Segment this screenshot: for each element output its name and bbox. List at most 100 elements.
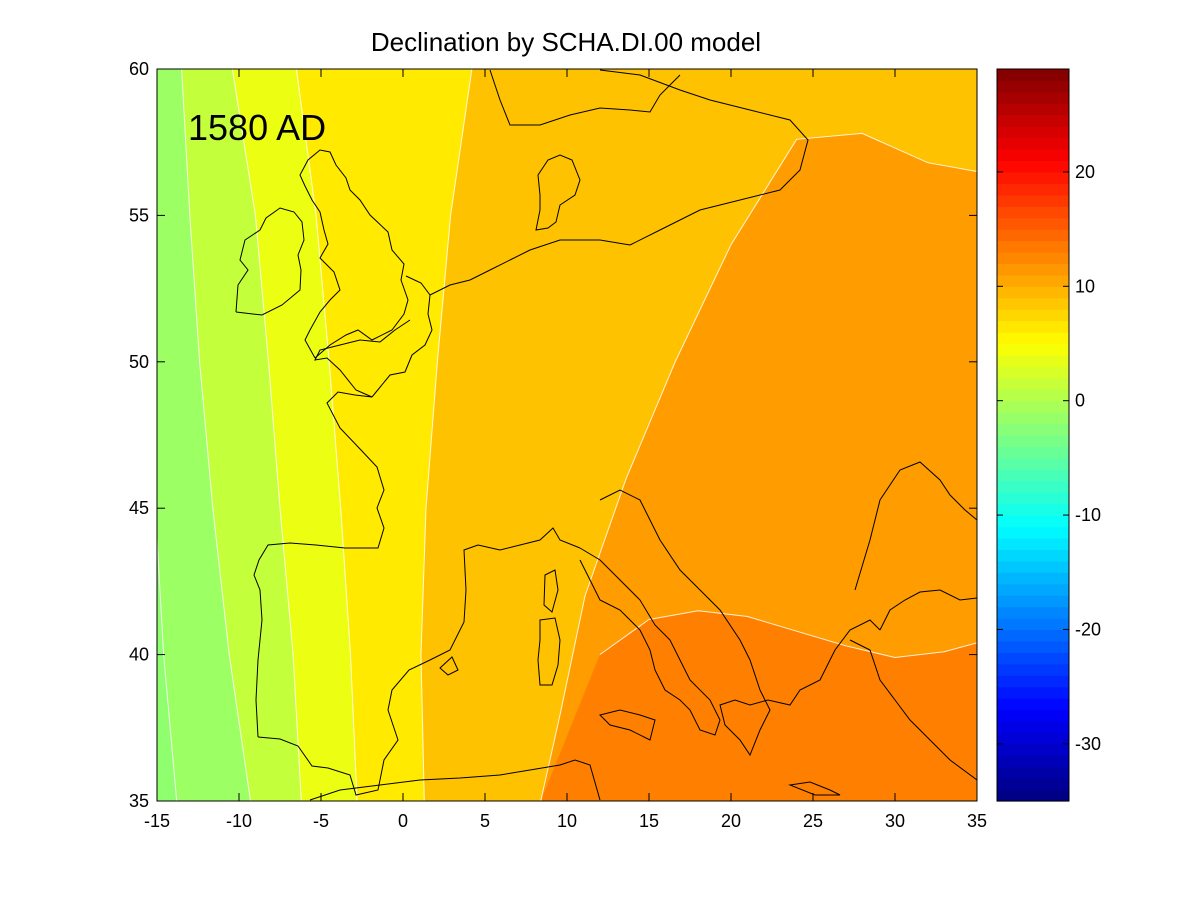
coastline-scandinavia [535, 154, 581, 231]
coastline-north-africa [309, 759, 601, 801]
colorbar-swatch [997, 332, 1069, 345]
coastlines [235, 69, 977, 801]
colorbar-swatch [997, 263, 1069, 276]
colorbar: -30 -20 -10 0 10 20 [996, 68, 1101, 802]
colorbar-frame [996, 68, 1070, 802]
colorbar-ticks: -30 -20 -10 0 10 20 [997, 162, 1101, 754]
coastline-britain [299, 149, 409, 359]
chart-title: Declination by SCHA.DI.00 model [371, 27, 761, 57]
coastline-sardinia [537, 617, 561, 686]
coastline-black-sea [879, 589, 977, 631]
filled-contour-bands [157, 69, 977, 801]
contour-line-12.5 [599, 610, 977, 659]
colorbar-swatch [997, 297, 1069, 310]
colorbar-swatch [997, 366, 1069, 379]
colorbar-swatch [997, 435, 1069, 448]
colorbar-swatch [997, 194, 1069, 207]
colorbar-swatch [997, 171, 1069, 184]
x-tick-label: 25 [803, 811, 823, 831]
y-tick-label: 45 [129, 498, 149, 518]
coastline-turkey [849, 639, 977, 781]
x-tick-label: -5 [313, 811, 329, 831]
y-axis-ticks: 35 40 45 50 55 60 [129, 59, 977, 811]
colorbar-swatch [997, 320, 1069, 333]
coastline-iberia-south [257, 544, 479, 796]
contour-line-10 [540, 132, 977, 801]
colorbar-swatch [997, 732, 1069, 745]
colorbar-swatch [997, 526, 1069, 539]
colorbar-swatch [997, 457, 1069, 470]
colorbar-swatch [997, 492, 1069, 505]
colorbar-swatch [997, 69, 1069, 82]
colorbar-gradient [997, 69, 1069, 802]
colorbar-swatch [997, 114, 1069, 127]
colorbar-swatch [997, 698, 1069, 711]
colorbar-swatch [997, 503, 1069, 516]
colorbar-tick-label: -20 [1075, 619, 1101, 639]
colorbar-swatch [997, 778, 1069, 791]
coastline-north-germany [429, 239, 631, 296]
colorbar-tick-label: 20 [1075, 162, 1095, 182]
colorbar-swatch [997, 537, 1069, 550]
x-axis-ticks: -15 -10 -5 0 5 10 15 20 25 30 35 [144, 69, 987, 831]
coastline-baltic [599, 69, 809, 246]
colorbar-swatch [997, 686, 1069, 699]
x-tick-label: 30 [885, 811, 905, 831]
x-tick-label: 20 [721, 811, 741, 831]
y-tick-label: 60 [129, 59, 149, 79]
colorbar-tick-label: -10 [1075, 505, 1101, 525]
contour-line-2.5 [231, 69, 302, 801]
colorbar-swatch [997, 720, 1069, 733]
colorbar-swatch [997, 652, 1069, 665]
colorbar-swatch [997, 675, 1069, 688]
colorbar-swatch [997, 629, 1069, 642]
band-below--2.5 [157, 69, 177, 801]
colorbar-swatch [997, 183, 1069, 196]
coastline-france-south [477, 527, 581, 551]
x-tick-label: 0 [398, 811, 408, 831]
colorbar-swatch [997, 274, 1069, 287]
coastline-norway [489, 69, 681, 126]
colorbar-swatch [997, 766, 1069, 779]
colorbar-swatch [997, 549, 1069, 562]
colorbar-swatch [997, 309, 1069, 322]
colorbar-swatch [997, 160, 1069, 173]
colorbar-swatch [997, 126, 1069, 139]
colorbar-swatch [997, 103, 1069, 116]
colorbar-swatch [997, 618, 1069, 631]
colorbar-swatch [997, 91, 1069, 104]
colorbar-swatch [997, 423, 1069, 436]
colorbar-swatch [997, 743, 1069, 756]
coastline-france-west [371, 275, 433, 398]
colorbar-swatch [997, 412, 1069, 425]
y-tick-label: 50 [129, 352, 149, 372]
colorbar-swatch [997, 755, 1069, 768]
coastline-iberia [253, 391, 385, 738]
plot-area [157, 69, 977, 801]
y-tick-label: 40 [129, 645, 149, 665]
colorbar-swatch [997, 400, 1069, 413]
x-tick-label: 10 [557, 811, 577, 831]
band-below-0 [157, 69, 251, 801]
contour-line-5 [295, 69, 358, 801]
colorbar-swatch [997, 480, 1069, 493]
colorbar-swatch [997, 789, 1069, 802]
colorbar-swatch [997, 389, 1069, 402]
colorbar-swatch [997, 606, 1069, 619]
colorbar-swatch [997, 709, 1069, 722]
x-tick-label: -10 [226, 811, 252, 831]
colorbar-swatch [997, 515, 1069, 528]
colorbar-tick-label: 10 [1075, 276, 1095, 296]
coastline-balkans [719, 619, 881, 757]
colorbar-swatch [997, 137, 1069, 150]
colorbar-swatch [997, 286, 1069, 299]
x-tick-label: -15 [144, 811, 170, 831]
colorbar-swatch [997, 595, 1069, 608]
colorbar-swatch [997, 229, 1069, 242]
colorbar-swatch [997, 663, 1069, 676]
coastline-corsica [543, 569, 559, 613]
band-level-12.5-plus [540, 596, 977, 801]
coastline-ireland [235, 207, 305, 316]
coastline-black-sea-north [854, 461, 977, 591]
